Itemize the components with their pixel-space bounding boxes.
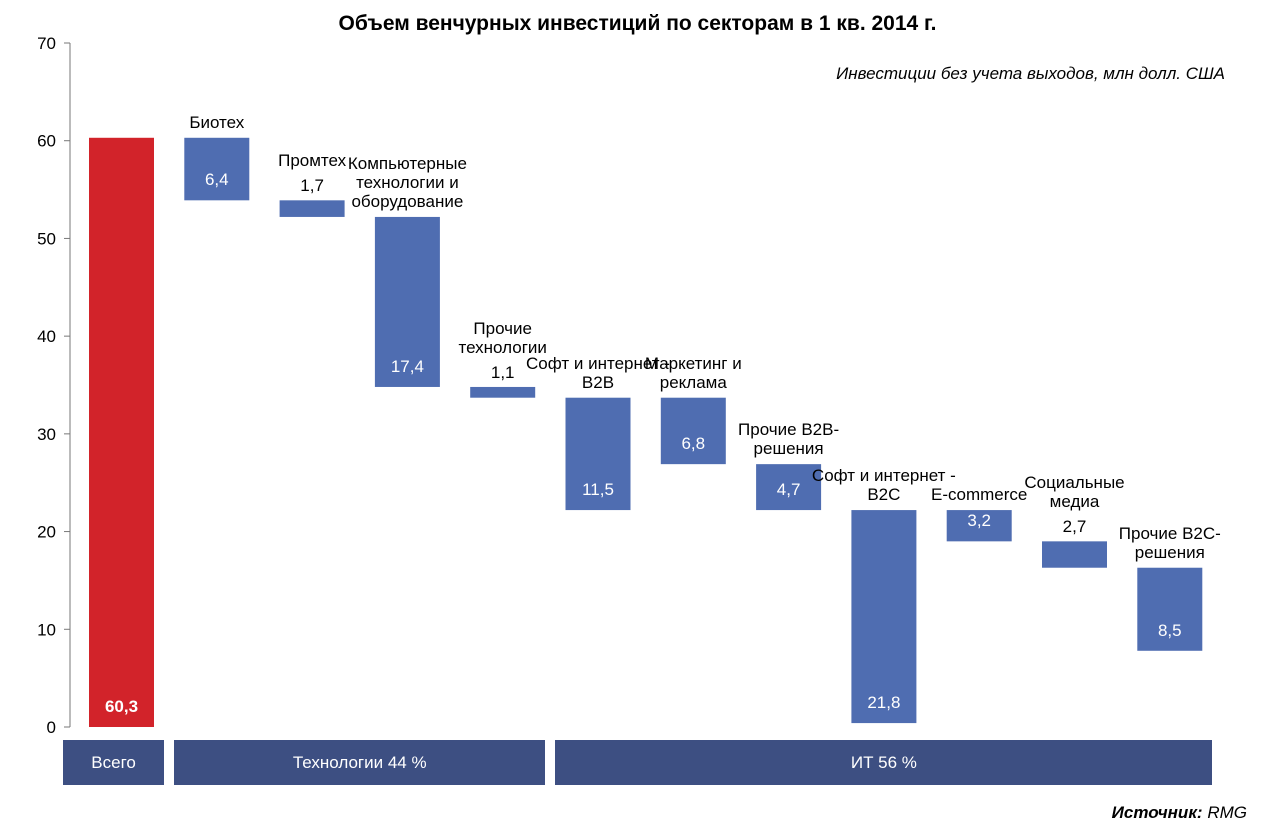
- value-label: 1,7: [300, 176, 324, 196]
- y-tick-label: 40: [37, 327, 56, 346]
- value-label: 21,8: [867, 693, 901, 713]
- bar: [946, 510, 1012, 542]
- bar: [1042, 541, 1107, 568]
- category-label: Маркетинг и реклама: [644, 353, 742, 392]
- value-label: 60,3: [104, 697, 139, 716]
- category-label: Социальные медиа: [1024, 473, 1125, 512]
- category-label: Промтех: [278, 151, 347, 171]
- value-label: 6,8: [681, 434, 706, 454]
- source-label: Источник:: [1111, 803, 1203, 822]
- value-label: 4,7: [776, 480, 801, 500]
- group-band: ИТ 56 %: [555, 740, 1213, 785]
- bar: [470, 386, 536, 398]
- value-label: 1,1: [490, 362, 515, 382]
- y-tick-label: 20: [37, 523, 56, 542]
- y-tick-label: 0: [47, 718, 56, 737]
- bar: [660, 397, 726, 465]
- y-tick-label: 30: [37, 425, 56, 444]
- y-tick-label: 50: [37, 229, 56, 248]
- category-label: Прочие B2C-решения: [1118, 523, 1221, 562]
- value-label: 2,7: [1062, 517, 1087, 537]
- bar: [279, 200, 345, 217]
- y-tick-label: 60: [37, 132, 56, 151]
- value-label: 8,5: [1157, 620, 1182, 640]
- source-name: RMG: [1207, 803, 1247, 822]
- category-label: Софт и интернет - B2B: [526, 353, 670, 392]
- category-label: Прочие B2B-решения: [738, 420, 840, 459]
- subtitle: Инвестиции без учета выходов, млн долл. …: [836, 64, 1225, 83]
- category-label: Компьютерные технологии и оборудование: [347, 153, 467, 211]
- bar: [184, 137, 250, 201]
- category-label: Прочие технологии: [458, 318, 547, 357]
- y-tick-label: 70: [37, 34, 56, 53]
- category-label: Софт и интернет - B2C: [811, 466, 956, 505]
- bar: [851, 510, 917, 724]
- source: Источник: RMG: [1112, 803, 1247, 823]
- y-tick-label: 10: [37, 620, 56, 639]
- group-band: Всего: [63, 740, 165, 785]
- bar: [89, 137, 154, 728]
- value-label: 17,4: [390, 356, 424, 376]
- bar: [565, 397, 631, 511]
- category-label: E-commerce: [931, 485, 1028, 505]
- value-label: 3,2: [967, 511, 991, 531]
- category-label: Биотех: [189, 112, 245, 132]
- bar: [756, 464, 822, 511]
- value-label: 11,5: [582, 480, 614, 500]
- chart-title: Объем венчурных инвестиций по секторам в…: [338, 12, 937, 35]
- group-band: Технологии 44 %: [174, 740, 546, 785]
- bar: [374, 216, 440, 387]
- value-label: 6,4: [204, 170, 229, 190]
- bar: [1137, 567, 1203, 651]
